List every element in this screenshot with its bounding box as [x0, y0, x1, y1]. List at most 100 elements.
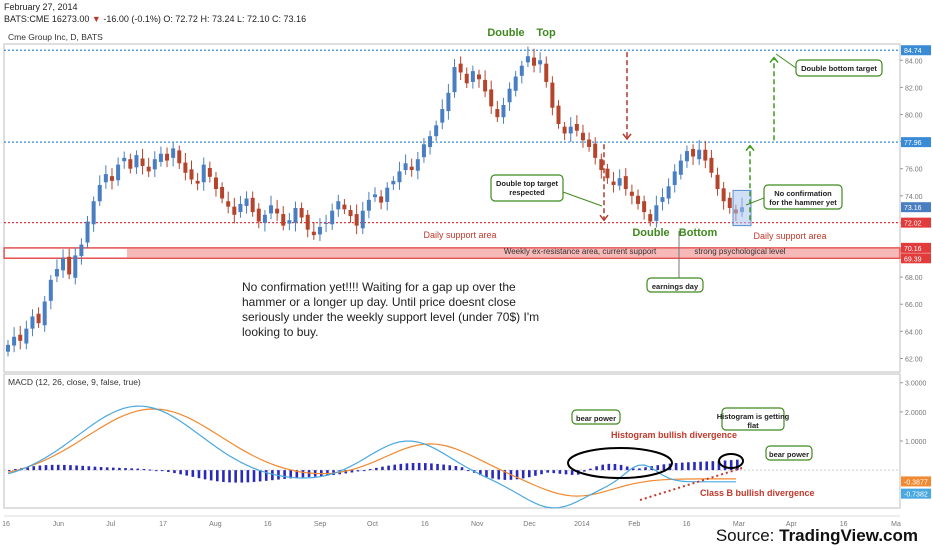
macd-histogram-bar [93, 466, 97, 471]
double-top-arrow-upper-head [622, 133, 632, 141]
callout-double-top-target-text-0: Double top target [496, 179, 559, 188]
candle-body [48, 279, 53, 301]
candle-body [525, 56, 530, 63]
annotation-histogram-divergence: Histogram bullish divergence [611, 430, 737, 440]
macd-histogram-bar [252, 470, 256, 482]
candle-body [128, 159, 133, 169]
candle-body [605, 168, 610, 179]
candle-body [12, 336, 17, 346]
macd-histogram-bar [375, 467, 378, 471]
macd-histogram-bar [185, 470, 189, 476]
macd-histogram-bar [179, 470, 182, 475]
source-prefix: Source: [715, 526, 780, 545]
callout-double-bottom-target-pointer [775, 53, 797, 69]
candle-body [171, 148, 176, 158]
candle-body [562, 126, 567, 134]
price-tag-daily-support [901, 217, 931, 228]
candle-body [61, 258, 66, 271]
time-axis-label-2: Jul [106, 521, 115, 528]
histogram-ellipse [567, 447, 673, 479]
candle-body [250, 197, 255, 213]
candle-body [165, 153, 170, 161]
macd-histogram-bar [197, 470, 201, 479]
macd-histogram-bar [528, 470, 531, 478]
macd-histogram-bar [687, 462, 690, 471]
macd-axis-label-0: 1.0000 [905, 439, 927, 446]
macd-histogram-bar [656, 465, 660, 471]
callout-histogram-flat [721, 407, 785, 431]
ohlc-high: H: 73.24 [200, 14, 235, 24]
time-axis-label-16: 16 [840, 521, 848, 528]
candle-body [397, 171, 402, 183]
macd-histogram-bar [191, 470, 195, 477]
macd-histogram-bar [448, 465, 452, 471]
macd-histogram-bar [118, 467, 121, 471]
macd-histogram-bar [289, 470, 293, 479]
time-axis-label-12: Feb [628, 521, 640, 528]
candle-body [574, 123, 579, 131]
candle-body [538, 60, 543, 65]
candle-body [305, 214, 310, 230]
price-axis-label-3: 68.00 [905, 275, 923, 282]
callout-hammer [763, 184, 843, 210]
candle-body [654, 205, 659, 221]
candle-body [544, 63, 549, 82]
candle-body [440, 109, 445, 123]
change: -16.00 (-0.1%) [103, 14, 161, 24]
macd-histogram-bar [399, 463, 403, 471]
candle-body [30, 316, 35, 329]
macd-histogram-bar [619, 464, 623, 471]
last-price: 16273.00 [51, 14, 90, 24]
candle-body [434, 125, 439, 137]
candle-body [678, 160, 683, 175]
candle-body [452, 67, 457, 93]
candle-body [470, 71, 475, 82]
candle-body [727, 197, 732, 208]
double-bottom-arrow-lower-head [745, 144, 755, 152]
commentary-line-3: looking to buy. [242, 325, 319, 339]
macd-histogram-bar [546, 470, 549, 473]
candle-body [226, 201, 231, 207]
candle-body [220, 186, 225, 199]
macd-histogram-bar [705, 461, 709, 471]
macd-histogram-bar [326, 470, 329, 476]
macd-histogram-bar [283, 470, 286, 479]
hammer-highlight-box [732, 189, 752, 227]
macd-value-tag-1 [901, 488, 931, 499]
macd-histogram-bar [534, 470, 537, 476]
candle-body [373, 194, 377, 198]
macd-main-line [7, 405, 736, 509]
macd-histogram-bar [277, 470, 280, 480]
candle-body [660, 197, 665, 202]
candle-body [293, 208, 298, 223]
macd-histogram-bar [344, 470, 348, 474]
candle-body [244, 198, 249, 206]
macd-histogram-bar [417, 462, 421, 471]
time-axis-label-14: Mar [733, 521, 746, 528]
callout-bear-power-2 [765, 445, 813, 461]
macd-histogram-bar [264, 470, 268, 481]
candle-body [703, 149, 708, 161]
macd-histogram-bar [607, 463, 611, 471]
candle-body [495, 109, 500, 118]
macd-pane-label: MACD (12, 26, close, 9, false, true) [8, 377, 141, 387]
annotation-double-bottom-1: Double [632, 227, 669, 239]
candle-body [287, 220, 292, 224]
macd-histogram-bar [222, 470, 225, 482]
macd-histogram-bar [729, 460, 733, 471]
macd-histogram-bar [167, 470, 170, 472]
macd-histogram-bar [258, 470, 262, 482]
price-tag-zone-bottom [901, 253, 931, 264]
macd-histogram-bar [644, 467, 647, 471]
macd-signal-line [7, 408, 736, 497]
candle-body [629, 191, 634, 196]
macd-histogram-bar [112, 467, 115, 471]
annotation-psychological-level: strong psychological level [694, 247, 785, 256]
symbol: BATS:CME [4, 14, 50, 24]
price-pane-label: Cme Group Inc, D, BATS [8, 32, 103, 42]
candle-body [67, 256, 72, 275]
annotation-double-top-1: Double [487, 27, 524, 39]
source-credit: Source: TradingView.com [716, 526, 918, 546]
price-tag-neckline [901, 137, 931, 148]
macd-histogram-bar [8, 470, 11, 472]
